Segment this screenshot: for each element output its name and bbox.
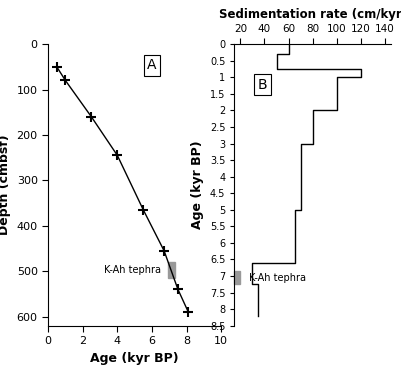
Y-axis label: Age (kyr BP): Age (kyr BP) [191, 141, 204, 229]
Text: A: A [147, 58, 157, 72]
Bar [234, 271, 241, 284]
Text: B: B [258, 78, 267, 92]
Bar [168, 262, 175, 278]
Text: K-Ah tephra: K-Ah tephra [249, 273, 306, 283]
Text: K-Ah tephra: K-Ah tephra [103, 265, 160, 275]
Y-axis label: Depth (cmbsf): Depth (cmbsf) [0, 135, 11, 235]
X-axis label: Age (kyr BP): Age (kyr BP) [90, 352, 179, 365]
X-axis label: Sedimentation rate (cm/kyr): Sedimentation rate (cm/kyr) [219, 8, 401, 21]
